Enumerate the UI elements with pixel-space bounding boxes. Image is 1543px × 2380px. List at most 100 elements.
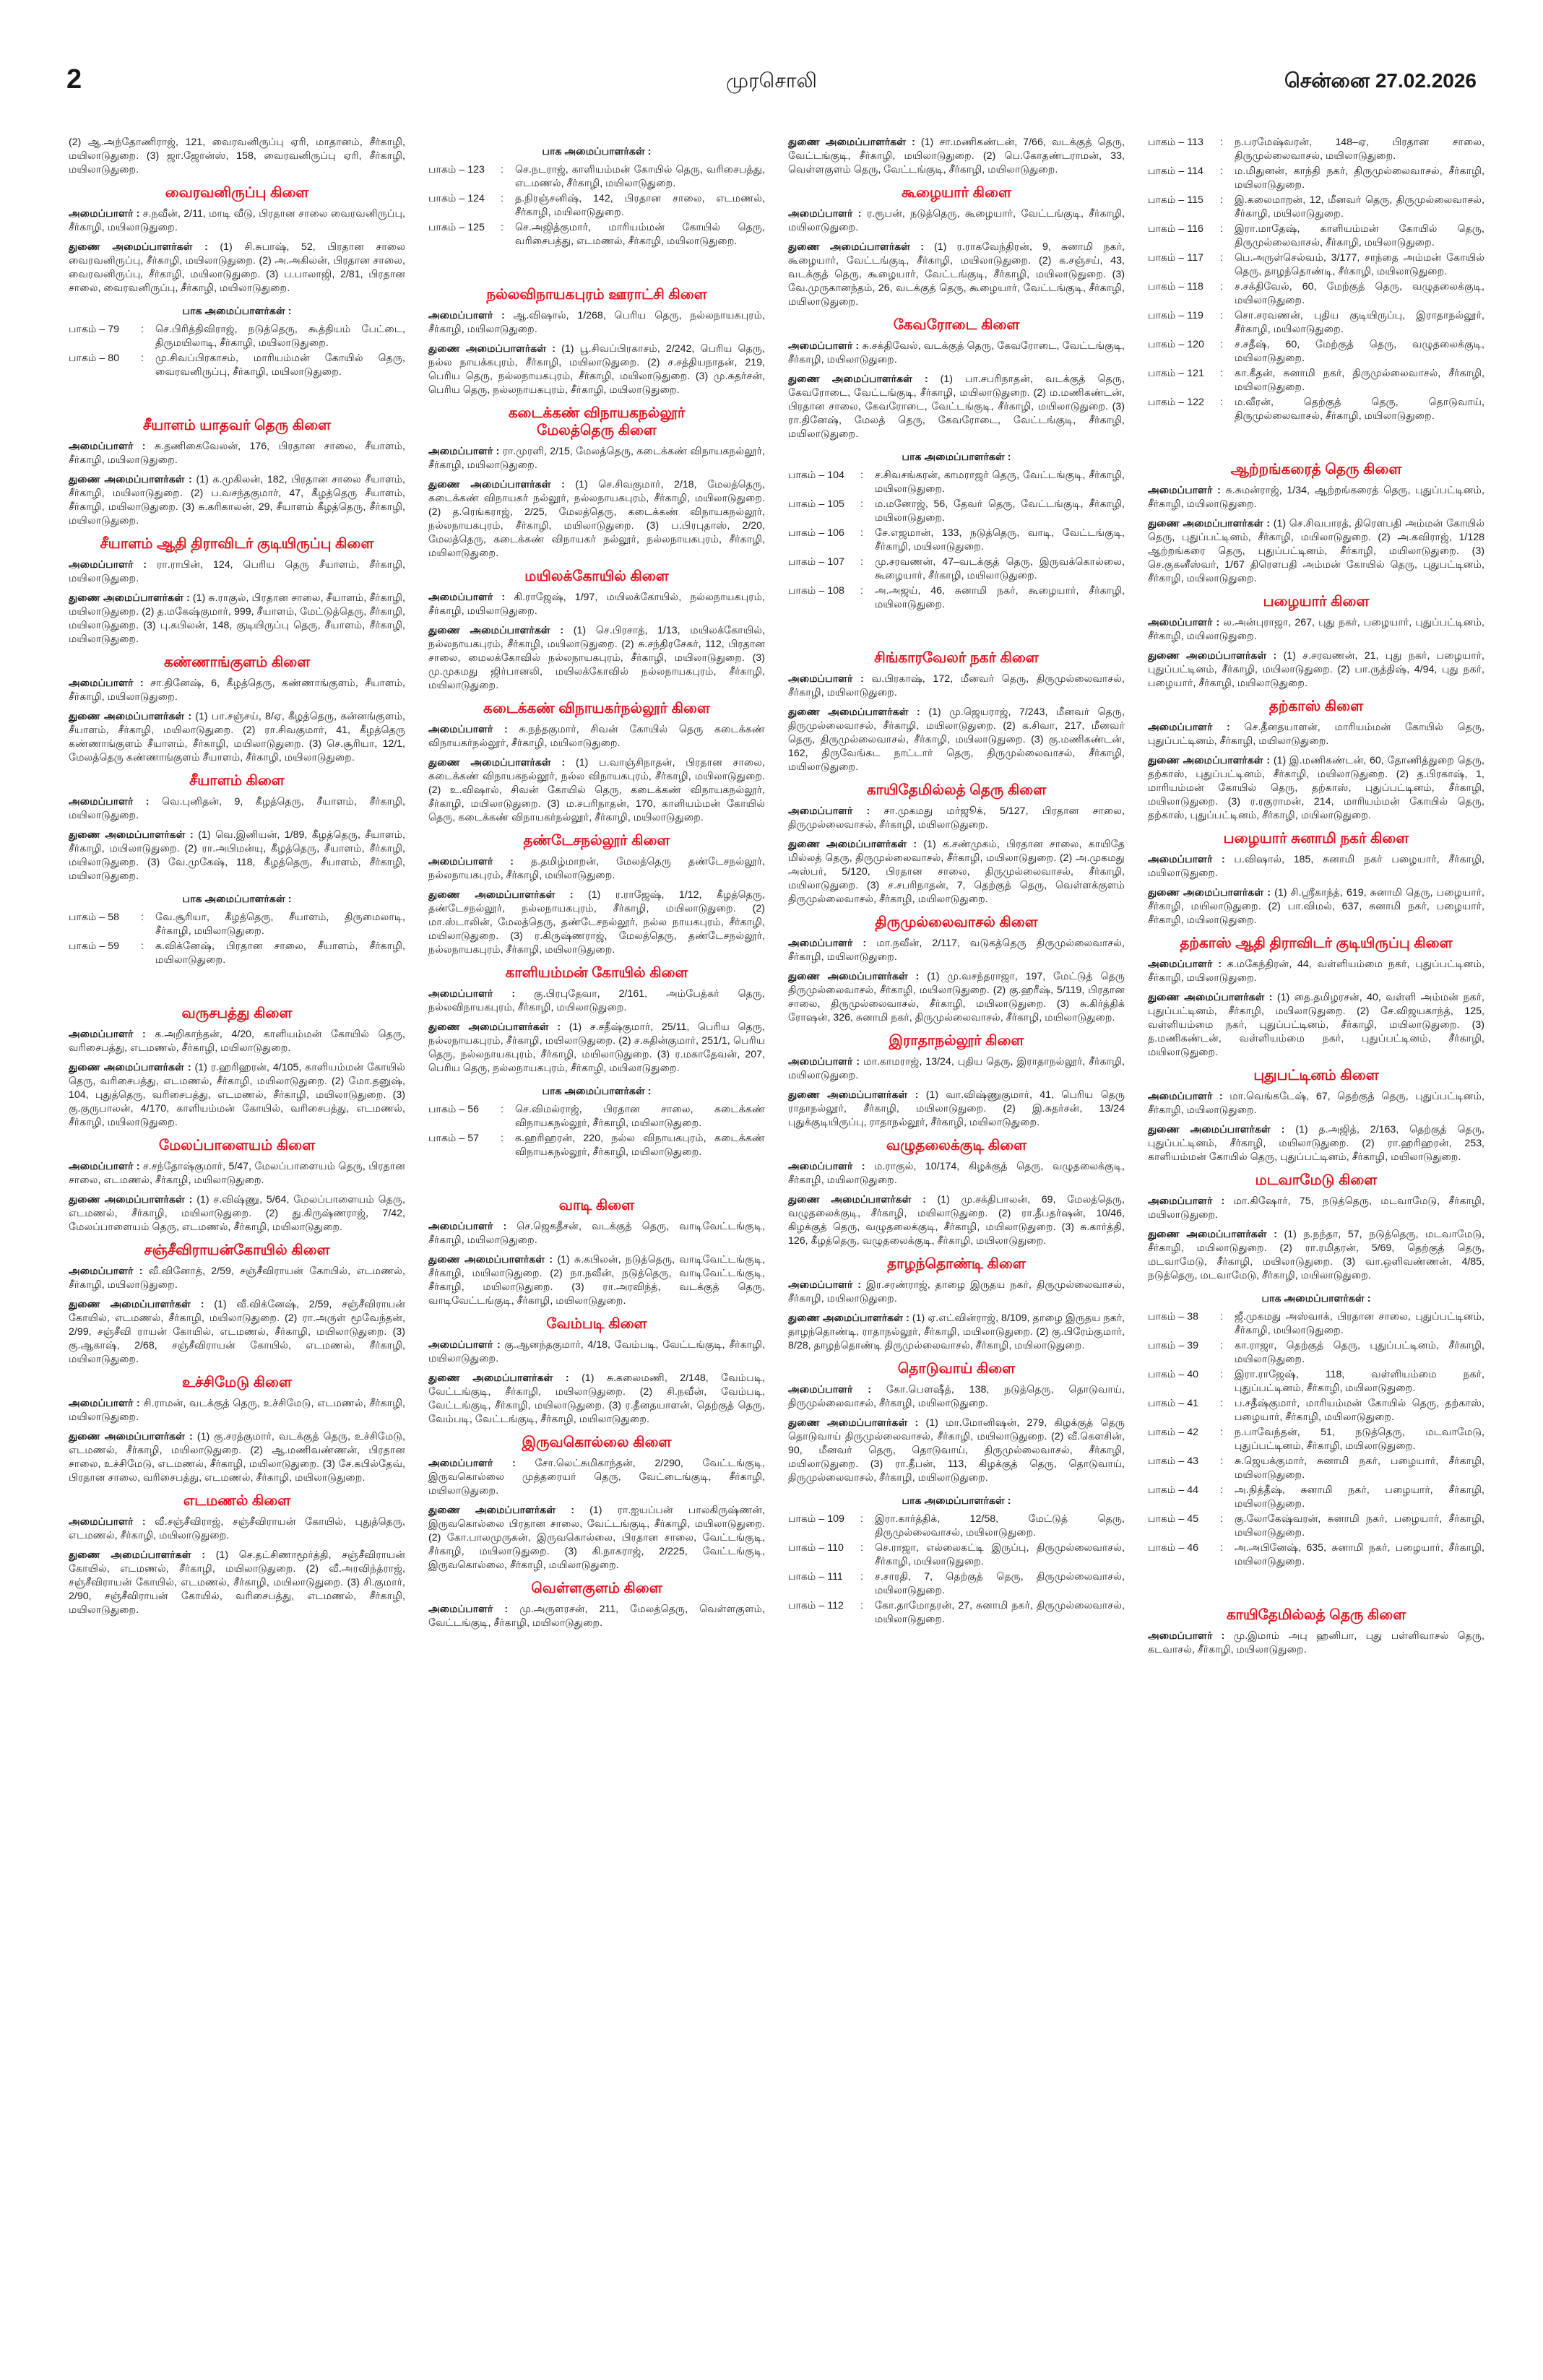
branch-heading: தற்காஸ் ஆதி திராவிடர் குடியிருப்பு கிளை — [1180, 935, 1453, 951]
entry-label: துணை அமைப்பாளர்கள் : — [428, 757, 566, 769]
entry-text: (1) பூ.சிவப்பிரகாசம், 2/242, பெரிய தெரு,… — [428, 343, 765, 396]
entry-text: கு.பிரபுதேவா, 2/161, அம்பேத்கர் தெரு, நல… — [428, 988, 765, 1013]
column-1: (2) ஆ.அந்தோணிராஜ், 121, வைரவனிருப்பு ஏரி… — [69, 136, 405, 1663]
booth-prefix: பாகம் – — [788, 556, 825, 568]
organizer-entry: அமைப்பாளர் : சு.நந்தகுமார், சிவன் கோயில்… — [428, 723, 765, 750]
entry-label: துணை அமைப்பாளர்கள் : — [788, 373, 928, 385]
booth-number-value: 39 — [1187, 1340, 1199, 1351]
entry-text: (2) ஆ.அந்தோணிராஜ், 121, வைரவனிருப்பு ஏரி… — [69, 137, 405, 176]
booth-prefix: பாகம் – — [788, 527, 825, 539]
booth-organizers: பாக அமைப்பாளர்கள் : பாகம் – 109: இரா.கார்த… — [788, 1495, 1125, 1627]
entry-label: துணை அமைப்பாளர்கள் : — [788, 137, 915, 148]
booth-organizer: பெ.அருள்செல்வம், 3/177, சாந்தை அம்மன் கோ… — [1235, 252, 1484, 277]
deputy-organizers-entry: துணை அமைப்பாளர்கள் : (1) செ.சிவபாரத், தி… — [1148, 517, 1484, 586]
organizer-entry: அமைப்பாளர் : த.தமிழ்மாறன், மேலத்தெரு தண்… — [428, 855, 765, 883]
organizer-entry: அமைப்பாளர் : க.மகேந்திரன், 44, வள்ளியம்ம… — [1148, 958, 1484, 985]
colon: : — [501, 1133, 503, 1144]
entry-text: ரா.முரளி, 2/15, மேலத்தெரு, கடைக்கண் விநா… — [428, 446, 765, 471]
booth-organizer: செ.பிரித்திவிராஜ், நடுத்தெரு, கூத்தியம் … — [155, 324, 405, 349]
entry-label: அமைப்பாளர் : — [69, 1516, 146, 1528]
booth-prefix: பாகம் – — [1148, 194, 1185, 206]
branch-heading: காளியம்மன் கோயில் கிளை — [505, 965, 688, 981]
entry-label: துணை அமைப்பாளர்கள் : — [788, 1089, 919, 1101]
entry-label: துணை அமைப்பாளர்கள் : — [1148, 1124, 1285, 1135]
booth-row: பாகம் – 110: செ.ராஜா, எல்லைகட்டி இருப்பு,… — [788, 1541, 1125, 1569]
entry-text: கு.ஆனந்தகுமார், 4/18, வேம்படி, வேட்டங்கு… — [428, 1339, 765, 1364]
deputy-organizers-entry: துணை அமைப்பாளர்கள் : (1) செ.தட்சிணாமூர்த… — [69, 1549, 405, 1617]
newspaper-name: முரசொலி — [726, 69, 817, 92]
booth-row: பாகம் – 106: சே.எஜமான், 133, நடுத்தெரு, வ… — [788, 527, 1125, 554]
entry-label: அமைப்பாளர் : — [788, 938, 867, 949]
branch-heading: ஆற்றங்கரைத் தெரு கிளை — [1230, 462, 1402, 477]
booth-number: பாகம் – 104 — [788, 469, 860, 496]
booth-organizer: கா.ராஜா, தெற்குத் தெரு, புதுப்பட்டினம், … — [1235, 1340, 1484, 1365]
organizer-entry: அமைப்பாளர் : ர.ரூபன், நடுத்தெரு, கூழையார… — [788, 207, 1125, 235]
deputy-organizers-entry: துணை அமைப்பாளர்கள் : (1) ச.சதீஷ்குமார், … — [428, 1021, 765, 1076]
booth-number-value: 114 — [1187, 165, 1203, 177]
deputy-organizers-entry: துணை அமைப்பாளர்கள் : (1) வீ.விக்னேஷ், 2/… — [69, 1298, 405, 1367]
deputy-organizers-entry: துணை அமைப்பாளர்கள் : (1) க.சண்முகம், பிர… — [788, 838, 1125, 906]
booth-prefix: பாகம் – — [788, 498, 825, 510]
booth-organizer: ச.சாரதி, 7, தெற்குத் தெரு, திருமுல்லைவாச… — [875, 1571, 1125, 1596]
entry-label: துணை அமைப்பாளர்கள் : — [428, 1505, 574, 1516]
booth-row: பாகம் – 45: கு.லோகேஷ்வரன், சுனாமி நகர், ப… — [1148, 1513, 1484, 1540]
booth-number: பாகம் – 117 — [1148, 251, 1220, 279]
colon: : — [860, 1513, 863, 1525]
booth-organizer: அ.அபினேஷ், 635, சுனாமி நகர், பழையார், சீ… — [1235, 1542, 1484, 1567]
booth-number: பாகம் – 57 — [428, 1132, 501, 1159]
organizer-entry: அமைப்பாளர் : கோ.பௌஷீத், 138, நடுத்தெரு, … — [788, 1383, 1125, 1411]
entry-text: (1) மு.சக்திபாலன், 69, மேலத்தெரு, வழுதலை… — [788, 1194, 1125, 1247]
booth-number-value: 121 — [1187, 368, 1204, 379]
booth-number-value: 59 — [108, 940, 120, 952]
booth-prefix: பாகம் – — [1148, 310, 1185, 321]
entry-text: மா.கிஷோர், 75, நடுத்தெரு, மடவாமேடு, சீர்… — [1148, 1195, 1484, 1221]
booth-organizer: க.ஹரிஹரன், 220, நல்ல விநாயகபுரம், கடைக்க… — [515, 1133, 765, 1158]
booth-row: பாகம் – 122: ம.வீரன், தெற்குத் தெரு, தொடு… — [1148, 396, 1484, 423]
booth-number: பாகம் – 108 — [788, 584, 860, 612]
entry-text: ர.ரூபன், நடுத்தெரு, கூழையார், வேட்டங்குட… — [788, 208, 1125, 233]
entry-label: துணை அமைப்பாளர்கள் : — [788, 1417, 919, 1429]
entry-label: துணை அமைப்பாளர்கள் : — [69, 1194, 193, 1206]
booth-organizer: இரா.கார்த்திக், 12/58, மேட்டுத் தெரு, தி… — [875, 1513, 1125, 1539]
entry-text: (1) ப.வாஞ்சிநாதன், பிரதான சாலை, கடைக்கண்… — [428, 757, 766, 823]
entry-label: துணை அமைப்பாளர்கள் : — [69, 829, 194, 841]
colon: : — [860, 1571, 863, 1583]
entry-label: அமைப்பாளர் : — [69, 796, 150, 808]
branch-heading: சீயாளம் கிளை — [189, 773, 285, 789]
branch-heading: கடைக்கண் விநாயகர்நல்லூர் கிளை — [483, 701, 710, 717]
booth-row: பாகம் – 114: ம.மிதுனன், காந்தி நகர், திரு… — [1148, 165, 1484, 192]
booth-organizer: கோ.தாமோதரன், 27, சுனாமி நகர், திருமுல்லை… — [875, 1600, 1125, 1625]
entry-label: அமைப்பாளர் : — [428, 856, 514, 867]
booth-number-value: 80 — [108, 352, 120, 364]
booth-number-value: 56 — [467, 1104, 480, 1115]
entry-text: (1) சு.ராகுல், பிரதான சாலை, சீயாளம், சீர… — [69, 592, 405, 645]
booth-organizer: இரா.மாதேஷ், காளியம்மன் கோயில் தெரு, திரு… — [1235, 223, 1484, 248]
entry-text: சு.சுமன்ராஜ், 1/34, ஆற்றங்கரைத் தெரு, பு… — [1148, 485, 1484, 510]
booth-row: பாகம் – 79: செ.பிரித்திவிராஜ், நடுத்தெரு,… — [69, 323, 405, 350]
booth-number: பாகம் – 107 — [788, 555, 860, 583]
booth-organizer: ந.பரமேஷ்வரன், 148–ஏ, பிரதான சாலை, திருமு… — [1235, 137, 1484, 162]
booth-prefix: பாகம் – — [1148, 165, 1185, 177]
entry-label: அமைப்பாளர் : — [1148, 485, 1221, 496]
booth-prefix: பாகம் – — [1148, 252, 1185, 264]
organizer-entry: அமைப்பாளர் : ச.சந்தோஷ்குமார், 5/47, மேலப… — [69, 1160, 405, 1187]
booth-row: பாகம் – 109: இரா.கார்த்திக், 12/58, மேட்ட… — [788, 1513, 1125, 1540]
booth-organizer: செ.ராஜா, எல்லைகட்டி இருப்பு, திருமுல்லைவ… — [875, 1542, 1125, 1567]
booth-organizer: சே.எஜமான், 133, நடுத்தெரு, வாடி, வேட்டங்… — [875, 527, 1125, 553]
entry-text: மு.அருளரசன், 211, மேலத்தெரு, வெள்ளகுளம்,… — [428, 1604, 765, 1629]
branch-heading: வருசபத்து கிளை — [181, 1005, 293, 1021]
booth-number-value: 46 — [1187, 1542, 1199, 1554]
entry-text: க.அறிகாந்தன், 4/20, காளியம்மன் கோயில் தெ… — [69, 1029, 405, 1054]
entry-text: (1) சு.கலைமணி, 2/148, வேம்படி, வேட்டங்கு… — [428, 1372, 765, 1425]
entry-label: துணை அமைப்பாளர்கள் : — [69, 1299, 204, 1310]
booth-prefix: பாகம் – — [1148, 223, 1185, 235]
deputy-organizers-entry: துணை அமைப்பாளர்கள் : (1) மு.சக்திபாலன், … — [788, 1193, 1125, 1248]
deputy-organizers-entry: துணை அமைப்பாளர்கள் : (1) பூ.சிவப்பிரகாசம… — [428, 342, 765, 397]
entry-label: அமைப்பாளர் : — [428, 446, 500, 457]
booth-number: பாகம் – 39 — [1148, 1339, 1220, 1367]
column-4: பாகம் – 113: ந.பரமேஷ்வரன், 148–ஏ, பிரதான … — [1148, 136, 1484, 1663]
branch-heading: சீயாளம் ஆதி திராவிடர் குடியிருப்பு கிளை — [100, 536, 374, 552]
entry-text: (1) பா.சபரிநாதன், வடக்குத் தெரு, கேவரோடை… — [788, 373, 1125, 440]
booth-number-value: 119 — [1187, 310, 1203, 321]
entry-text: (1) செ.தட்சிணாமூர்த்தி, சஞ்சீவிராயன் கோய… — [69, 1549, 405, 1616]
